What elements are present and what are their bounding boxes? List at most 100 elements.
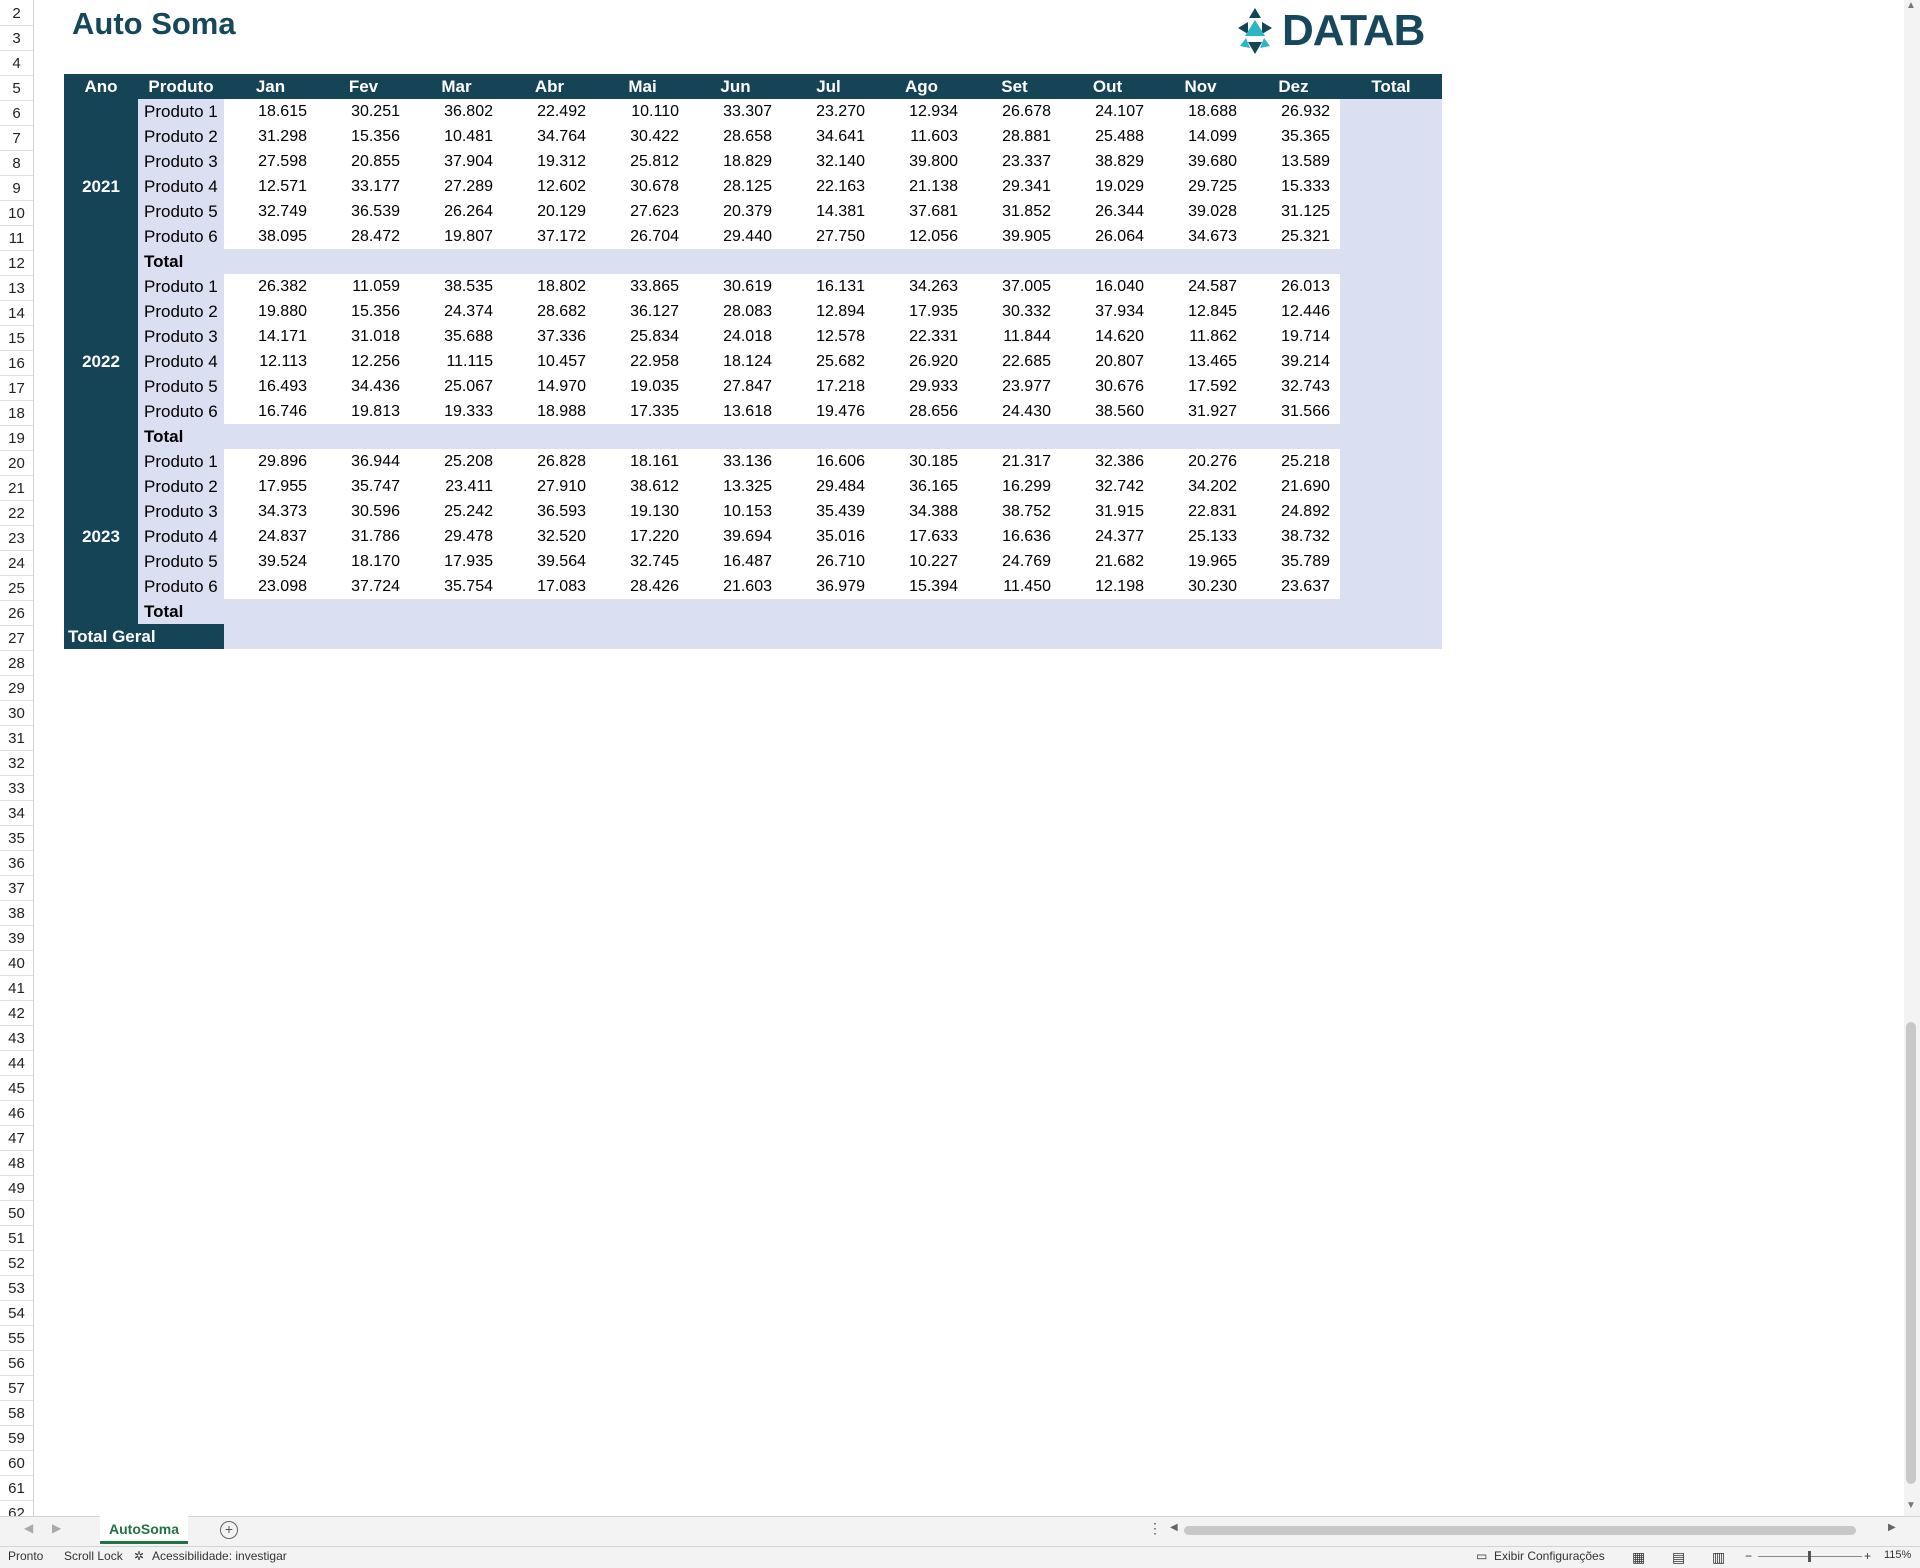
row-number[interactable]: 24 <box>0 551 33 576</box>
accessibility-icon[interactable]: ✲ <box>134 1549 145 1563</box>
row-total-cell[interactable] <box>1340 524 1442 549</box>
value-cell[interactable]: 29.933 <box>875 374 968 399</box>
value-cell[interactable]: 25.812 <box>596 149 689 174</box>
row-total-cell[interactable] <box>1340 399 1442 424</box>
value-cell[interactable]: 35.789 <box>1247 549 1340 574</box>
row-number[interactable]: 29 <box>0 676 33 701</box>
column-header-ago[interactable]: Ago <box>875 74 968 99</box>
product-cell[interactable]: Produto 6 <box>138 574 224 599</box>
scroll-down-arrow-icon[interactable]: ▼ <box>1906 1500 1916 1511</box>
row-number[interactable]: 5 <box>0 76 33 101</box>
value-cell[interactable]: 17.592 <box>1154 374 1247 399</box>
value-cell[interactable]: 25.321 <box>1247 224 1340 249</box>
value-cell[interactable]: 10.153 <box>689 499 782 524</box>
value-cell[interactable]: 23.637 <box>1247 574 1340 599</box>
value-cell[interactable]: 30.422 <box>596 124 689 149</box>
row-number[interactable]: 50 <box>0 1201 33 1226</box>
value-cell[interactable]: 12.845 <box>1154 299 1247 324</box>
row-number[interactable]: 40 <box>0 951 33 976</box>
value-cell[interactable]: 36.802 <box>410 99 503 124</box>
row-number[interactable]: 18 <box>0 401 33 426</box>
row-number[interactable]: 7 <box>0 126 33 151</box>
value-cell[interactable]: 18.988 <box>503 399 596 424</box>
value-cell[interactable]: 24.018 <box>689 324 782 349</box>
value-cell[interactable]: 12.578 <box>782 324 875 349</box>
value-cell[interactable]: 25.834 <box>596 324 689 349</box>
value-cell[interactable]: 18.170 <box>317 549 410 574</box>
value-cell[interactable]: 26.932 <box>1247 99 1340 124</box>
value-cell[interactable]: 38.612 <box>596 474 689 499</box>
row-number[interactable]: 38 <box>0 901 33 926</box>
value-cell[interactable]: 34.263 <box>875 274 968 299</box>
row-total-cell[interactable] <box>1340 149 1442 174</box>
value-cell[interactable]: 19.312 <box>503 149 596 174</box>
row-number[interactable]: 10 <box>0 201 33 226</box>
value-cell[interactable]: 35.754 <box>410 574 503 599</box>
product-cell[interactable]: Produto 5 <box>138 549 224 574</box>
value-cell[interactable]: 18.161 <box>596 449 689 474</box>
value-cell[interactable]: 26.678 <box>968 99 1061 124</box>
value-cell[interactable]: 26.013 <box>1247 274 1340 299</box>
value-cell[interactable]: 12.571 <box>224 174 317 199</box>
value-cell[interactable]: 26.064 <box>1061 224 1154 249</box>
row-number[interactable]: 13 <box>0 276 33 301</box>
row-number[interactable]: 30 <box>0 701 33 726</box>
value-cell[interactable]: 29.896 <box>224 449 317 474</box>
row-total-cell[interactable] <box>1340 124 1442 149</box>
row-number[interactable]: 23 <box>0 526 33 551</box>
value-cell[interactable]: 15.333 <box>1247 174 1340 199</box>
year-total-row[interactable] <box>224 249 1442 274</box>
value-cell[interactable]: 37.336 <box>503 324 596 349</box>
value-cell[interactable]: 22.685 <box>968 349 1061 374</box>
row-number[interactable]: 25 <box>0 576 33 601</box>
year-total-row[interactable] <box>224 424 1442 449</box>
row-number[interactable]: 56 <box>0 1351 33 1376</box>
value-cell[interactable]: 37.724 <box>317 574 410 599</box>
value-cell[interactable]: 29.478 <box>410 524 503 549</box>
value-cell[interactable]: 14.620 <box>1061 324 1154 349</box>
value-cell[interactable]: 39.680 <box>1154 149 1247 174</box>
value-cell[interactable]: 21.317 <box>968 449 1061 474</box>
zoom-out-button[interactable]: − <box>1745 1549 1753 1563</box>
value-cell[interactable]: 16.493 <box>224 374 317 399</box>
value-cell[interactable]: 25.488 <box>1061 124 1154 149</box>
value-cell[interactable]: 19.333 <box>410 399 503 424</box>
row-number[interactable]: 14 <box>0 301 33 326</box>
row-number[interactable]: 22 <box>0 501 33 526</box>
value-cell[interactable]: 11.115 <box>410 349 503 374</box>
row-number[interactable]: 39 <box>0 926 33 951</box>
value-cell[interactable]: 16.299 <box>968 474 1061 499</box>
value-cell[interactable]: 17.335 <box>596 399 689 424</box>
row-number[interactable]: 51 <box>0 1226 33 1251</box>
value-cell[interactable]: 36.539 <box>317 199 410 224</box>
year-cell[interactable]: 2023 <box>64 449 138 624</box>
value-cell[interactable]: 17.220 <box>596 524 689 549</box>
product-cell[interactable]: Produto 5 <box>138 199 224 224</box>
value-cell[interactable]: 27.598 <box>224 149 317 174</box>
value-cell[interactable]: 20.807 <box>1061 349 1154 374</box>
vertical-scroll-thumb[interactable] <box>1906 1022 1916 1484</box>
value-cell[interactable]: 37.172 <box>503 224 596 249</box>
value-cell[interactable]: 27.910 <box>503 474 596 499</box>
value-cell[interactable]: 10.457 <box>503 349 596 374</box>
row-number[interactable]: 11 <box>0 226 33 251</box>
value-cell[interactable]: 27.623 <box>596 199 689 224</box>
product-cell[interactable]: Produto 2 <box>138 474 224 499</box>
value-cell[interactable]: 12.056 <box>875 224 968 249</box>
value-cell[interactable]: 32.742 <box>1061 474 1154 499</box>
value-cell[interactable]: 26.920 <box>875 349 968 374</box>
row-total-cell[interactable] <box>1340 299 1442 324</box>
row-number[interactable]: 41 <box>0 976 33 1001</box>
row-number[interactable]: 19 <box>0 426 33 451</box>
value-cell[interactable]: 31.125 <box>1247 199 1340 224</box>
value-cell[interactable]: 36.165 <box>875 474 968 499</box>
value-cell[interactable]: 37.904 <box>410 149 503 174</box>
value-cell[interactable]: 18.688 <box>1154 99 1247 124</box>
column-header-set[interactable]: Set <box>968 74 1061 99</box>
value-cell[interactable]: 18.802 <box>503 274 596 299</box>
value-cell[interactable]: 13.589 <box>1247 149 1340 174</box>
value-cell[interactable]: 28.426 <box>596 574 689 599</box>
row-number[interactable]: 17 <box>0 376 33 401</box>
value-cell[interactable]: 34.673 <box>1154 224 1247 249</box>
value-cell[interactable]: 39.028 <box>1154 199 1247 224</box>
